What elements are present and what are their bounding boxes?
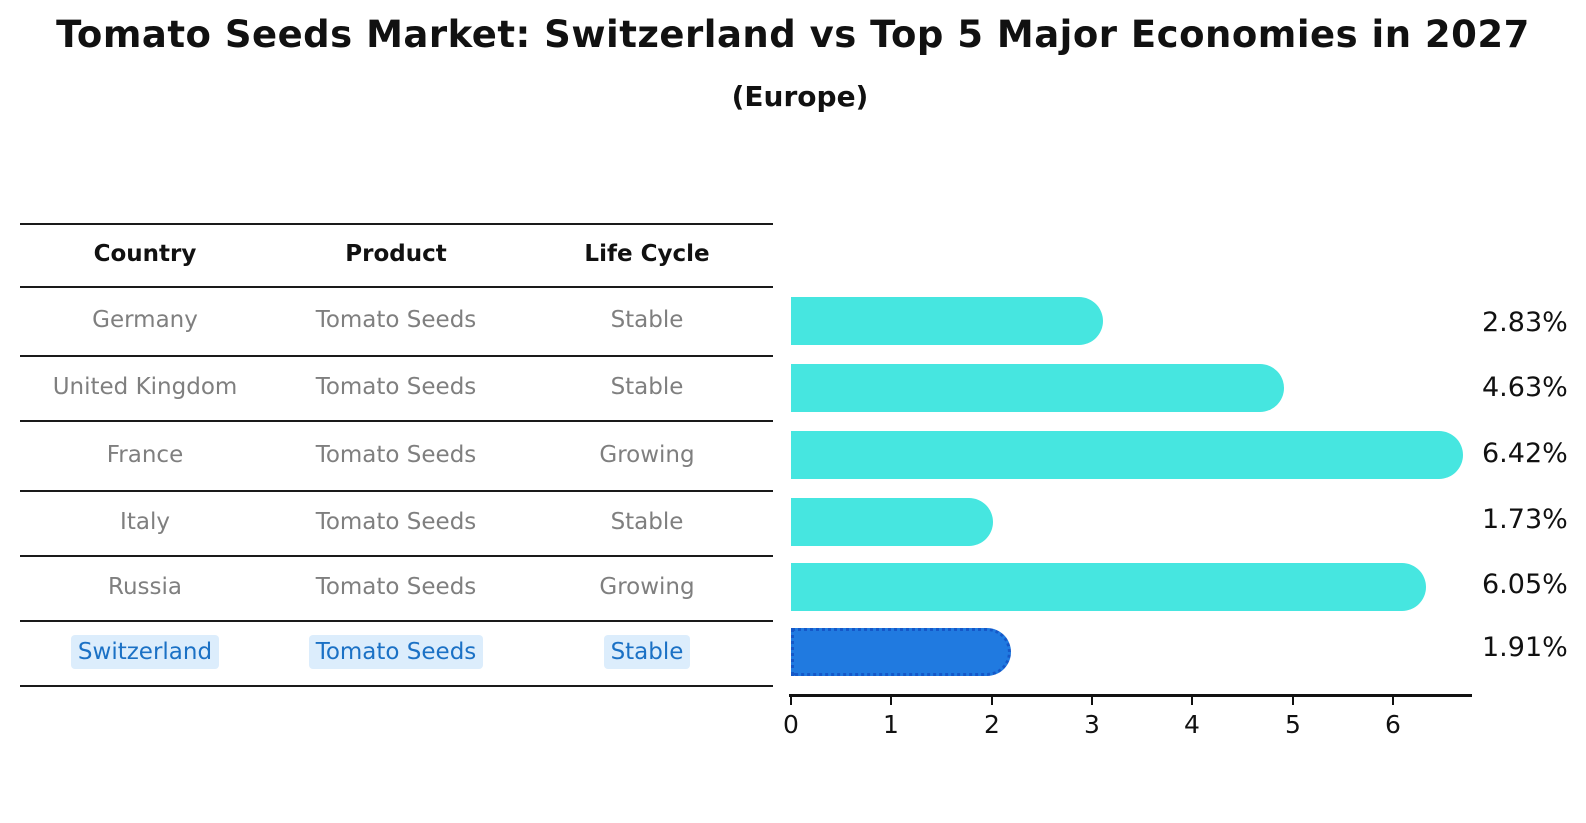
x-tick-label-0: 0 [783, 710, 799, 739]
bar-switzerland-highlighted [791, 628, 1011, 676]
product-label: Tomato Seeds [315, 509, 477, 535]
product-label: Tomato Seeds [315, 574, 477, 600]
bar-russia [791, 563, 1426, 611]
country-label: France [106, 442, 184, 468]
value-label-germany: 2.83% [1482, 307, 1568, 338]
table-cell-country: Italy [20, 506, 270, 538]
table-cell-life-cycle: Stable [522, 506, 772, 538]
table-cell-life-cycle: Stable [522, 371, 772, 403]
x-axis-tick [790, 697, 792, 705]
value-label-italy: 1.73% [1482, 504, 1568, 535]
column-header-product: Product [345, 241, 447, 267]
country-label-highlighted: Switzerland [70, 635, 220, 669]
x-tick-label-1: 1 [883, 710, 899, 739]
table-cell-life-cycle: Growing [522, 571, 772, 603]
x-tick-label-2: 2 [984, 710, 1000, 739]
table-cell-life-cycle: Growing [522, 439, 772, 471]
table-top-rule [20, 223, 773, 225]
table-row-rule [20, 620, 773, 622]
x-tick-label-6: 6 [1385, 710, 1401, 739]
life-cycle-label: Growing [599, 442, 695, 468]
x-tick-label-4: 4 [1184, 710, 1200, 739]
chart-title: Tomato Seeds Market: Switzerland vs Top … [56, 13, 1530, 56]
column-header-life-cycle: Life Cycle [584, 241, 710, 267]
bar-italy [791, 498, 993, 546]
x-axis-tick [1091, 697, 1093, 705]
product-label: Tomato Seeds [315, 374, 477, 400]
life-cycle-label: Growing [599, 574, 695, 600]
bar-united-kingdom [791, 364, 1284, 412]
chart-subtitle: (Europe) [731, 80, 869, 113]
value-label-france: 6.42% [1482, 438, 1568, 469]
country-label: Germany [92, 307, 198, 333]
life-cycle-label-highlighted: Stable [603, 635, 691, 669]
column-header-country: Country [93, 241, 197, 267]
table-cell-life-cycle: Stable [522, 304, 772, 336]
life-cycle-label: Stable [610, 509, 684, 535]
table-bottom-rule [20, 685, 773, 687]
table-cell-product: Tomato Seeds [271, 371, 521, 403]
x-axis-tick [991, 697, 993, 705]
life-cycle-label: Stable [610, 374, 684, 400]
product-label-highlighted: Tomato Seeds [308, 635, 484, 669]
table-cell-country: United Kingdom [20, 371, 270, 403]
table-header-rule [20, 286, 773, 288]
table-row-rule [20, 490, 773, 492]
table-cell-product: Tomato Seeds [271, 571, 521, 603]
x-axis-tick [890, 697, 892, 705]
value-label-united-kingdom: 4.63% [1482, 372, 1568, 403]
x-axis-tick [1392, 697, 1394, 705]
table-cell-country: Germany [20, 304, 270, 336]
table-cell-life-cycle-highlighted: Stable [522, 635, 772, 669]
table-cell-country-highlighted: Switzerland [20, 635, 270, 669]
table-cell-product: Tomato Seeds [271, 506, 521, 538]
x-axis-tick [1292, 697, 1294, 705]
life-cycle-label: Stable [610, 307, 684, 333]
table-cell-country: France [20, 439, 270, 471]
table-row-rule [20, 555, 773, 557]
x-axis-line [789, 694, 1472, 697]
table-row-rule [20, 420, 773, 422]
product-label: Tomato Seeds [315, 307, 477, 333]
country-label: United Kingdom [52, 374, 238, 400]
x-axis-tick [1191, 697, 1193, 705]
table-cell-product-highlighted: Tomato Seeds [271, 635, 521, 669]
value-label-switzerland: 1.91% [1482, 632, 1568, 663]
x-tick-label-5: 5 [1285, 710, 1301, 739]
product-label: Tomato Seeds [315, 442, 477, 468]
value-label-russia: 6.05% [1482, 569, 1568, 600]
bar-france [791, 431, 1463, 479]
table-cell-country: Russia [20, 571, 270, 603]
table-row-rule [20, 355, 773, 357]
country-label: Russia [108, 574, 182, 600]
table-cell-product: Tomato Seeds [271, 439, 521, 471]
bar-germany [791, 297, 1103, 345]
table-cell-product: Tomato Seeds [271, 304, 521, 336]
x-tick-label-3: 3 [1084, 710, 1100, 739]
country-label: Italy [120, 509, 170, 535]
